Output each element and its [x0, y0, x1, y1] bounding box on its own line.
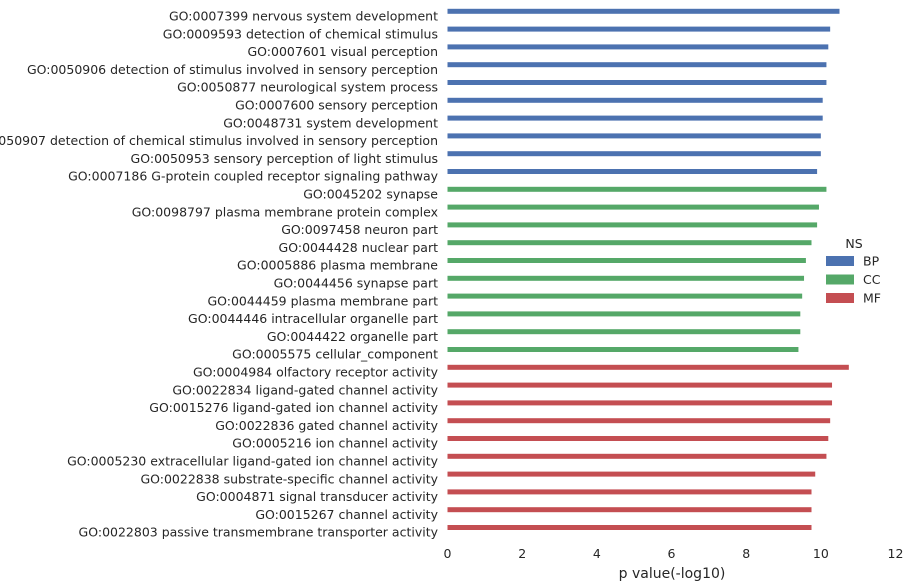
bars-layer: [447, 8, 849, 530]
category-label: GO:0050906 detection of stimulus involve…: [27, 62, 438, 77]
legend-swatch-bp: [826, 256, 854, 266]
category-label: GO:0022803 passive transmembrane transpo…: [79, 525, 439, 540]
category-label: GO:0005216 ion channel activity: [232, 436, 438, 451]
x-tick-label: 2: [518, 546, 526, 561]
x-tick-label: 6: [668, 546, 676, 561]
category-label: GO:0004984 olfactory receptor activity: [193, 365, 439, 380]
x-tick-label: 8: [742, 546, 750, 561]
category-label: GO:0007399 nervous system development: [169, 9, 438, 24]
category-label: GO:0015276 ligand-gated ion channel acti…: [149, 400, 438, 415]
x-tick-label: 0: [444, 546, 452, 561]
category-label: GO:0050877 neurological system process: [177, 80, 438, 95]
bar-cc-12: [447, 222, 818, 228]
bar-mf-23: [447, 418, 831, 424]
bar-bp-0: [447, 8, 840, 14]
category-label: GO:0009593 detection of chemical stimulu…: [163, 26, 438, 41]
category-label: GO:0022838 substrate-specific channel ac…: [140, 471, 438, 486]
legend-label-cc: CC: [863, 272, 881, 287]
category-label: GO:0050953 sensory perception of light s…: [131, 151, 438, 166]
bar-mf-25: [447, 453, 827, 459]
category-label: GO:0007186 G-protein coupled receptor si…: [68, 169, 439, 184]
bar-cc-18: [447, 329, 801, 335]
bar-bp-6: [447, 115, 823, 121]
bar-mf-20: [447, 364, 849, 370]
category-label: GO:0097458 neuron part: [281, 222, 438, 237]
bar-cc-16: [447, 293, 803, 299]
category-label: GO:0005230 extracellular ligand-gated io…: [67, 454, 439, 469]
category-label: GO:0048731 system development: [223, 115, 438, 130]
category-label: GO:0044446 intracellular organelle part: [188, 311, 438, 326]
bar-bp-4: [447, 80, 827, 85]
bar-cc-19: [447, 347, 799, 352]
legend-entries: BP CC MF: [826, 254, 881, 306]
x-axis-ticks: 0 2 4 6 8 10 12: [444, 546, 904, 561]
bar-bp-5: [447, 97, 823, 103]
category-label: GO:0022834 ligand-gated channel activity: [172, 382, 438, 397]
category-labels: GO:0007399 nervous system development GO:…: [0, 9, 439, 540]
legend-label-bp: BP: [863, 254, 880, 269]
category-label: GO:0004871 signal transducer activity: [196, 489, 438, 504]
bar-cc-13: [447, 240, 812, 246]
bar-cc-15: [447, 275, 805, 281]
category-label: GO:0015267 channel activity: [255, 507, 438, 522]
category-label: GO:0022836 gated channel activity: [215, 418, 438, 433]
category-label: GO:0044456 synapse part: [274, 276, 438, 291]
bar-mf-26: [447, 471, 816, 477]
x-tick-label: 12: [888, 546, 904, 561]
bar-bp-9: [447, 169, 818, 174]
bar-cc-17: [447, 311, 801, 317]
category-label: GO:0050907 detection of chemical stimulu…: [0, 133, 438, 148]
category-label: GO:0098797 plasma membrane protein compl…: [132, 204, 438, 219]
bar-bp-2: [447, 44, 829, 50]
category-label: GO:0005575 cellular_component: [232, 347, 438, 362]
category-label: GO:0044428 nuclear part: [279, 240, 439, 255]
x-tick-label: 10: [813, 546, 829, 561]
legend: NS BP CC MF: [826, 236, 881, 306]
category-label: GO:0007601 visual perception: [247, 44, 438, 59]
x-axis-label: p value(-log10): [619, 566, 726, 582]
category-label: GO:0044422 organelle part: [267, 329, 438, 344]
bar-mf-21: [447, 382, 833, 388]
category-label: GO:0005886 plasma membrane: [237, 258, 438, 273]
legend-swatch-mf: [826, 293, 854, 303]
bar-mf-29: [447, 525, 812, 530]
bar-mf-27: [447, 489, 812, 495]
category-label: GO:0007600 sensory perception: [235, 98, 438, 113]
bar-mf-22: [447, 400, 833, 406]
bar-cc-14: [447, 258, 806, 263]
legend-title: NS: [845, 236, 862, 251]
bar-mf-28: [447, 507, 812, 513]
bar-mf-24: [447, 436, 829, 441]
category-label: GO:0045202 synapse: [303, 187, 438, 202]
legend-swatch-cc: [826, 274, 854, 285]
category-label: GO:0044459 plasma membrane part: [207, 293, 438, 308]
bar-bp-3: [447, 62, 827, 68]
bar-cc-10: [447, 186, 827, 192]
bar-bp-7: [447, 133, 821, 139]
legend-label-mf: MF: [863, 291, 881, 306]
bar-cc-11: [447, 204, 819, 210]
bar-bp-1: [447, 26, 831, 32]
x-tick-label: 4: [593, 546, 601, 561]
bar-bp-8: [447, 151, 821, 157]
